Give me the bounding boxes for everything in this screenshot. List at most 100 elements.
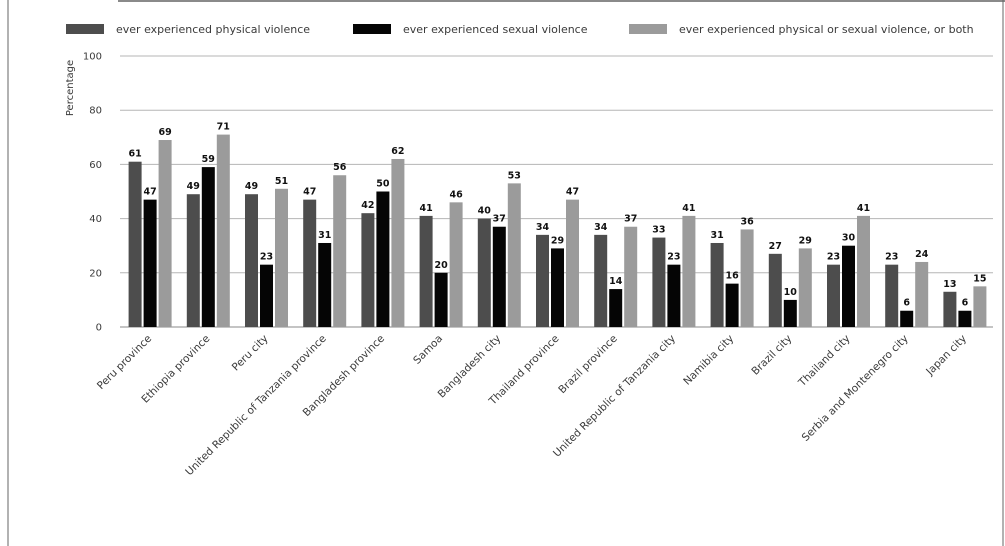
bar bbox=[943, 291, 957, 327]
bar bbox=[391, 158, 405, 327]
data-label: 30 bbox=[842, 233, 856, 244]
data-label: 47 bbox=[303, 187, 316, 198]
data-label: 14 bbox=[609, 276, 623, 287]
data-label: 29 bbox=[551, 235, 564, 246]
data-label: 50 bbox=[376, 179, 390, 190]
data-label: 71 bbox=[217, 122, 230, 133]
legend: ever experienced physical violence ever e… bbox=[66, 23, 974, 36]
bar bbox=[885, 264, 899, 327]
bar bbox=[566, 199, 579, 327]
bar bbox=[725, 283, 739, 327]
bar bbox=[842, 245, 855, 327]
x-category-label: Thailand city bbox=[796, 333, 853, 390]
bar bbox=[186, 194, 200, 327]
bar bbox=[260, 264, 273, 327]
x-category-label: Japan city bbox=[923, 333, 969, 379]
bars bbox=[128, 134, 987, 327]
data-label: 23 bbox=[260, 252, 273, 263]
y-axis-label: Percentage bbox=[65, 60, 76, 116]
data-label: 47 bbox=[566, 187, 579, 198]
bar bbox=[710, 242, 724, 327]
data-label: 61 bbox=[128, 149, 141, 160]
data-label: 49 bbox=[187, 181, 200, 192]
bar bbox=[275, 188, 288, 327]
data-label: 33 bbox=[652, 225, 665, 236]
data-label: 23 bbox=[885, 252, 898, 263]
legend-label: ever experienced physical violence bbox=[116, 23, 310, 36]
data-label: 41 bbox=[857, 203, 870, 214]
data-label: 40 bbox=[478, 206, 492, 217]
bar bbox=[507, 183, 521, 327]
bar bbox=[318, 242, 332, 327]
bar bbox=[449, 202, 463, 327]
y-tick-label: 0 bbox=[96, 323, 102, 334]
data-label: 10 bbox=[784, 287, 798, 298]
data-label: 15 bbox=[973, 273, 986, 284]
bar bbox=[798, 248, 812, 327]
bar bbox=[419, 215, 433, 327]
data-label: 41 bbox=[419, 203, 432, 214]
legend-label: ever experienced physical or sexual viol… bbox=[679, 23, 974, 36]
bar bbox=[624, 226, 638, 327]
data-label: 34 bbox=[536, 222, 550, 233]
bar bbox=[682, 215, 696, 327]
bar bbox=[376, 191, 390, 327]
bar bbox=[216, 134, 230, 327]
data-label: 42 bbox=[361, 200, 374, 211]
legend-swatch bbox=[629, 24, 667, 34]
data-label: 53 bbox=[508, 170, 521, 181]
bar bbox=[536, 234, 549, 327]
data-label: 16 bbox=[725, 271, 739, 282]
data-label: 23 bbox=[667, 252, 680, 263]
data-label: 41 bbox=[682, 203, 695, 214]
bar bbox=[434, 272, 448, 327]
y-tick-label: 60 bbox=[89, 160, 102, 171]
data-label: 37 bbox=[493, 214, 506, 225]
bar bbox=[827, 264, 840, 327]
data-label: 23 bbox=[827, 252, 840, 263]
bar bbox=[915, 261, 929, 327]
data-label: 13 bbox=[943, 279, 956, 290]
x-category-label: Peru province bbox=[95, 333, 154, 392]
bar bbox=[900, 310, 914, 327]
bar bbox=[333, 175, 347, 327]
data-label: 6 bbox=[962, 298, 969, 309]
x-category-label: Brazil province bbox=[556, 333, 620, 397]
x-category-label: Namibia city bbox=[681, 333, 736, 388]
x-category-label: United Republic of Tanzania city bbox=[551, 333, 678, 460]
y-tick-label: 80 bbox=[89, 106, 102, 117]
data-label: 34 bbox=[594, 222, 608, 233]
x-category-label: Peru city bbox=[230, 333, 271, 374]
bar bbox=[652, 237, 666, 327]
bar bbox=[551, 248, 564, 327]
bar bbox=[594, 234, 608, 327]
bar bbox=[609, 289, 623, 327]
data-label: 36 bbox=[740, 216, 754, 227]
x-category-label: Brazil city bbox=[749, 333, 794, 378]
y-tick-label: 40 bbox=[89, 214, 102, 225]
y-tick-label: 100 bbox=[83, 52, 102, 63]
bar bbox=[857, 215, 870, 327]
bar bbox=[768, 253, 782, 327]
data-label: 59 bbox=[202, 154, 215, 165]
data-label: 37 bbox=[624, 214, 637, 225]
data-label: 69 bbox=[158, 127, 171, 138]
bar bbox=[128, 161, 142, 327]
data-label: 31 bbox=[710, 230, 723, 241]
data-label: 29 bbox=[799, 235, 812, 246]
x-category-label: Samoa bbox=[411, 333, 445, 367]
legend-swatch bbox=[66, 24, 104, 34]
bar bbox=[361, 213, 375, 327]
bar bbox=[740, 229, 754, 327]
legend-label: ever experienced sexual violence bbox=[403, 23, 588, 36]
x-category-label: Bangladesh city bbox=[436, 333, 504, 401]
y-axis-ticks: 0 20 40 60 80 100 bbox=[83, 52, 102, 334]
bar bbox=[303, 199, 317, 327]
bar bbox=[667, 264, 681, 327]
y-tick-label: 20 bbox=[89, 268, 102, 279]
bar bbox=[143, 199, 157, 327]
data-label: 27 bbox=[769, 241, 782, 252]
